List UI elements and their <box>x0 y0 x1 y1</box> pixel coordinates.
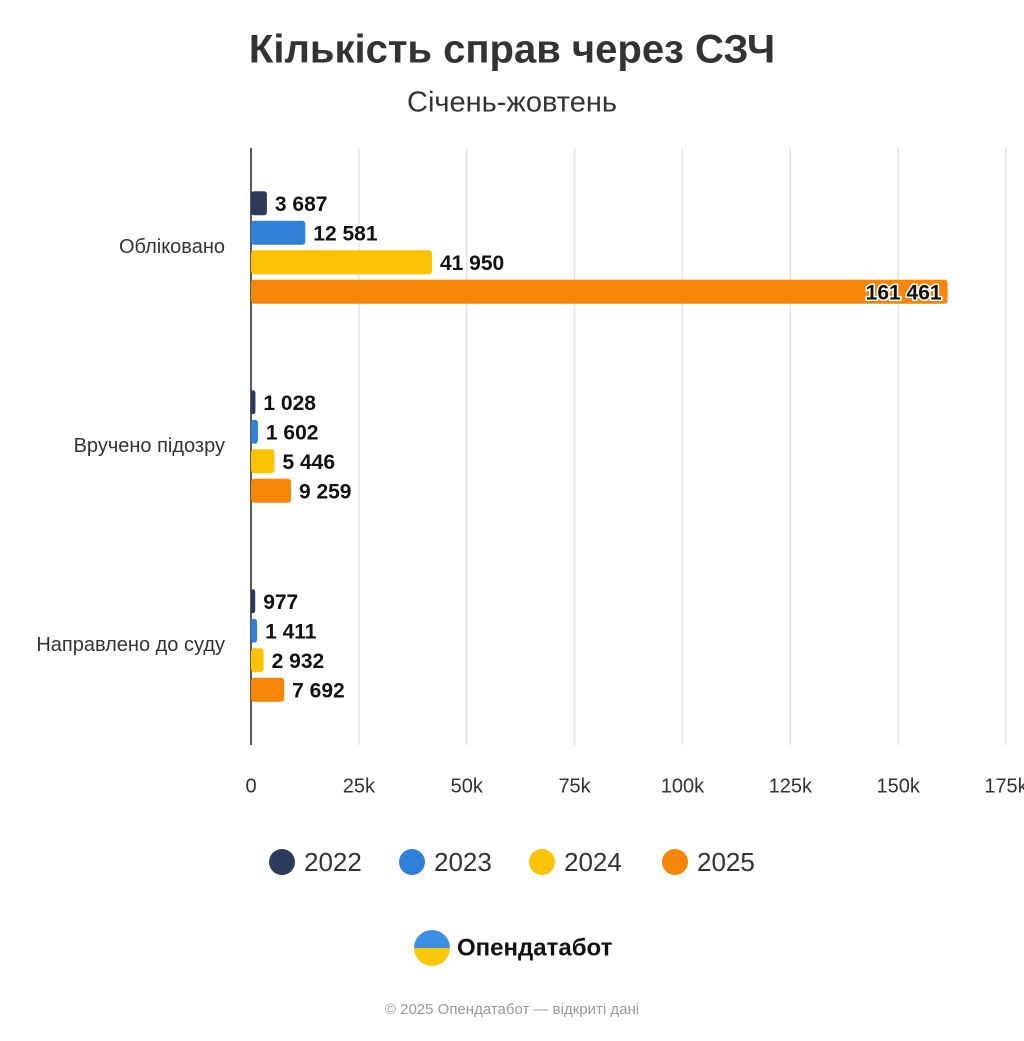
value-label: 9 259 <box>299 480 352 503</box>
footer: © 2025 Опендатабот — відкриті дані <box>385 1001 639 1018</box>
bar <box>251 478 291 503</box>
value-label: 977 <box>263 591 298 614</box>
value-label: 1 028 <box>263 392 316 415</box>
value-label: 5 446 <box>282 451 335 474</box>
bar <box>251 589 256 614</box>
x-tick-label: 75k <box>558 775 591 797</box>
bar <box>251 449 275 474</box>
bar <box>251 419 258 444</box>
legend-label: 2022 <box>304 847 362 877</box>
chart-title: Кількість справ через СЗЧ <box>249 28 775 72</box>
y-tick-label: Вручено підозру <box>74 435 225 457</box>
x-tick-label: 50k <box>451 775 484 797</box>
y-tick-label: Направлено до суду <box>36 634 225 656</box>
value-label: 1 411 <box>265 620 317 643</box>
bar <box>251 220 306 245</box>
bar <box>251 648 264 673</box>
bar <box>251 618 258 643</box>
legend-marker <box>399 849 425 875</box>
value-label: 7 692 <box>292 679 345 702</box>
brand-logo <box>414 930 450 966</box>
legend-label: 2025 <box>697 847 755 877</box>
value-label: 2 932 <box>272 650 325 673</box>
legend-marker <box>662 849 688 875</box>
y-tick-label: Обліковано <box>119 236 225 258</box>
legend-marker <box>269 849 295 875</box>
legend-label: 2023 <box>434 847 492 877</box>
value-label: 1 602 <box>266 421 319 444</box>
chart-subtitle: Січень-жовтень <box>407 87 617 119</box>
x-tick-label: 125k <box>769 775 813 797</box>
value-label: 161 461 <box>866 281 942 304</box>
brand-name: Опендатабот <box>457 934 613 961</box>
x-tick-label: 0 <box>245 775 256 797</box>
bar <box>251 279 948 304</box>
x-tick-label: 150k <box>876 775 920 797</box>
value-label: 41 950 <box>440 252 504 275</box>
bar <box>251 191 267 216</box>
legend-label: 2024 <box>564 847 622 877</box>
bar <box>251 677 285 702</box>
x-tick-label: 100k <box>661 775 705 797</box>
value-label: 12 581 <box>313 222 378 245</box>
bar <box>251 250 432 275</box>
legend-marker <box>529 849 555 875</box>
x-tick-label: 175k <box>984 775 1024 797</box>
value-label: 3 687 <box>275 193 328 216</box>
bar <box>251 390 256 415</box>
x-tick-label: 25k <box>343 775 376 797</box>
